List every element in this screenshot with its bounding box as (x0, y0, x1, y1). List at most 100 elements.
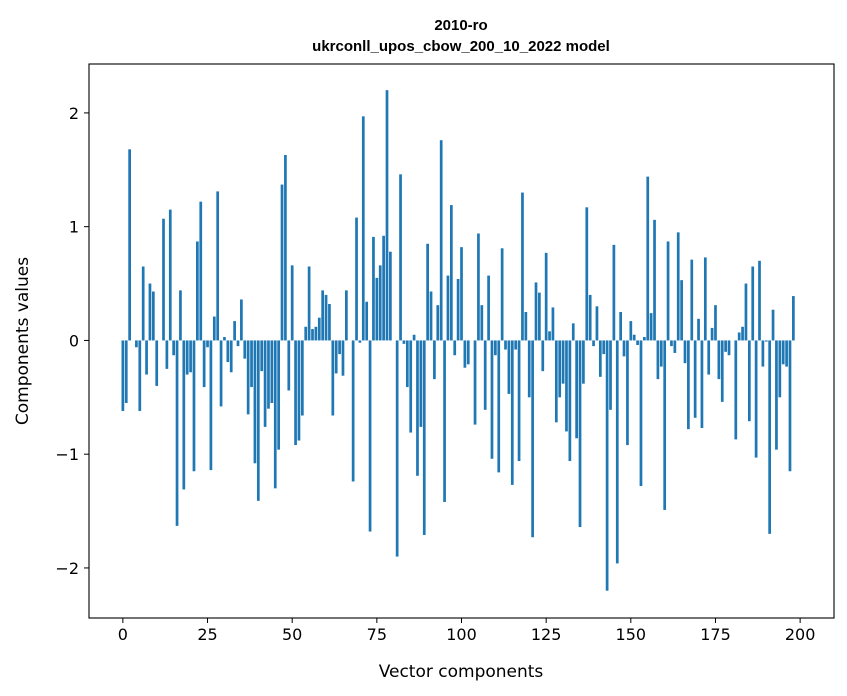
bar-100 (460, 247, 463, 341)
bar-188 (758, 260, 761, 341)
bar-112 (500, 248, 504, 341)
bar-30 (223, 337, 226, 341)
bar-28 (216, 191, 220, 341)
bar-163 (673, 340, 677, 353)
bar-158 (656, 340, 660, 380)
bar-139 (592, 340, 595, 347)
bar-102 (466, 340, 470, 365)
x-tick-label: 175 (700, 625, 731, 644)
bar-68 (351, 340, 355, 482)
bar-167 (687, 340, 690, 430)
bar-165 (680, 280, 683, 341)
y-tick-label: 0 (69, 331, 79, 350)
bar-116 (514, 340, 518, 350)
bar-37 (246, 340, 250, 415)
bar-155 (646, 176, 650, 341)
bar-186 (751, 266, 755, 341)
bar-76 (378, 265, 382, 341)
bar-148 (622, 340, 626, 357)
bar-51 (294, 340, 297, 446)
bar-39 (253, 340, 257, 464)
bar-169 (693, 340, 697, 418)
bar-130 (561, 340, 565, 384)
bar-174 (710, 327, 714, 341)
y-axis-label: Components values (13, 257, 33, 425)
bar-134 (575, 340, 578, 439)
bar-2 (128, 149, 131, 341)
bar-173 (707, 340, 711, 375)
bar-149 (626, 340, 629, 446)
bar-117 (517, 340, 521, 462)
bar-120 (527, 340, 531, 398)
chart-title: 2010-ro (434, 17, 487, 34)
bar-157 (653, 219, 656, 341)
bar-81 (395, 340, 399, 557)
bar-65 (341, 340, 345, 376)
x-tick-label: 100 (446, 625, 477, 644)
bar-132 (568, 340, 572, 462)
bar-121 (531, 340, 534, 538)
bar-160 (663, 340, 667, 510)
bar-154 (643, 337, 646, 341)
bar-196 (785, 340, 788, 367)
bar-164 (676, 232, 680, 341)
bar-176 (717, 340, 721, 380)
bar-192 (771, 309, 775, 341)
bar-86 (412, 334, 416, 341)
x-tick-label: 150 (616, 625, 647, 644)
bar-59 (321, 290, 325, 341)
bar-22 (196, 241, 199, 341)
bar-10 (155, 340, 159, 386)
bar-114 (507, 340, 511, 394)
bar-71 (361, 116, 365, 341)
bar-99 (456, 279, 460, 341)
bar-5 (138, 340, 142, 411)
bar-42 (263, 340, 267, 427)
bar-93 (436, 305, 440, 341)
bar-26 (209, 340, 213, 471)
y-axis: −2 −1 0 1 2 (55, 104, 89, 578)
bar-64 (338, 340, 341, 355)
bar-136 (582, 340, 585, 384)
y-tick-label: −2 (55, 559, 79, 578)
chart-subtitle: ukrconll_upos_cbow_200_10_2022 model (312, 38, 610, 55)
bar-52 (297, 340, 301, 441)
bar-13 (165, 340, 169, 369)
bar-79 (389, 251, 392, 341)
bar-6 (141, 266, 145, 341)
bar-125 (544, 252, 548, 341)
bar-45 (273, 340, 277, 489)
bar-24 (202, 340, 206, 388)
bar-124 (541, 340, 545, 372)
bar-156 (649, 313, 653, 341)
bar-184 (744, 283, 748, 341)
bar-62 (331, 340, 335, 416)
x-axis: 0 25 50 75 100 125 150 175 200 (118, 618, 815, 644)
bar-168 (690, 259, 694, 341)
bar-92 (433, 340, 436, 380)
bar-58 (317, 317, 321, 341)
bar-138 (588, 294, 592, 341)
bar-95 (443, 340, 446, 502)
bar-61 (328, 304, 331, 341)
bar-20 (189, 340, 192, 373)
bar-32 (229, 340, 233, 373)
bar-27 (212, 316, 216, 341)
bar-15 (172, 340, 176, 356)
x-tick-label: 0 (118, 625, 128, 644)
bar-110 (494, 340, 497, 356)
bar-135 (578, 340, 582, 527)
bar-73 (368, 340, 372, 532)
x-tick-label: 25 (197, 625, 217, 644)
bar-104 (473, 340, 477, 425)
bar-144 (609, 340, 612, 410)
bar-29 (219, 340, 223, 407)
bar-97 (449, 205, 453, 341)
bar-77 (382, 235, 385, 341)
bar-170 (697, 318, 700, 341)
bar-63 (334, 340, 338, 374)
bar-198 (792, 296, 795, 341)
bar-141 (598, 340, 602, 377)
bar-177 (720, 340, 724, 402)
bar-159 (659, 340, 663, 367)
